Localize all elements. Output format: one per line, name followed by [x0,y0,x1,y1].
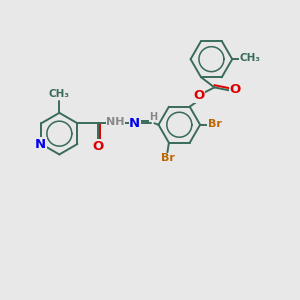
Text: O: O [92,140,104,153]
Text: CH₃: CH₃ [240,53,261,63]
Text: O: O [230,83,241,96]
Text: NH: NH [106,117,125,128]
Text: CH₃: CH₃ [49,89,70,99]
Text: H: H [149,112,157,122]
Text: Br: Br [208,119,222,129]
Text: N: N [35,138,46,151]
Text: O: O [193,89,204,102]
Text: N: N [129,117,140,130]
Text: Br: Br [161,153,175,163]
